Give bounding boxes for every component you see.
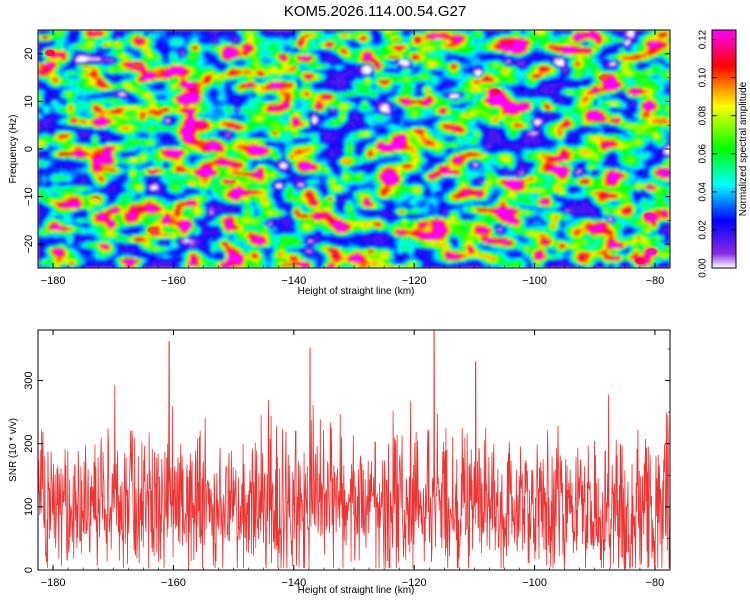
heatmap-hotspot [490, 88, 501, 96]
heatmap-x-tick-label: −100 [522, 275, 547, 287]
heatmap-hotspot [339, 157, 350, 165]
snr-x-tick-label: −140 [281, 577, 306, 589]
heatmap-x-tick-label: −160 [161, 275, 186, 287]
heatmap-hotspot [147, 226, 158, 234]
snr-y-ticks: 0 100 200 300 [23, 348, 670, 573]
snr-x-axis-label: Height of straight line (km) [298, 585, 415, 596]
figure-title: KOM5.2026.114.00.54.G27 [284, 3, 466, 20]
snr-x-tick-label: −80 [646, 577, 665, 589]
heatmap-y-tick-label: −20 [23, 235, 35, 254]
heatmap-y-tick-label: −10 [23, 187, 35, 206]
heatmap-hotspot [598, 74, 609, 81]
heatmap-panel: −180 −160 −140 −120 −100 −80 20 10 0 −10 −20 Heig… [8, 29, 671, 297]
spectrogram-heatmap [38, 30, 670, 268]
heatmap-y-ticks: 20 10 0 −10 −20 [23, 29, 670, 269]
heatmap-y-tick-label: 0 [23, 146, 35, 152]
heatmap-hotspot [45, 49, 56, 57]
colorbar-tick-label: 0.04 [698, 182, 709, 202]
heatmap-x-tick-label: −80 [646, 275, 665, 287]
colorbar-label: Normalized spectral amplitude [738, 81, 749, 216]
heatmap-hotspot [132, 62, 143, 69]
snr-y-tick-label: 0 [23, 567, 35, 573]
heatmap-x-tick-label: −180 [41, 275, 66, 287]
snr-y-tick-label: 200 [23, 435, 35, 453]
snr-x-tick-label: −180 [41, 577, 66, 589]
colorbar-ticks: 0.00 0.02 0.04 0.06 0.08 0.10 0.12 [698, 29, 736, 278]
colorbar-tick-label: 0.10 [698, 67, 709, 87]
colorbar-tick-label: 0.08 [698, 106, 709, 126]
heatmap-x-tick-label: −120 [402, 275, 427, 287]
snr-x-ticks: −180 −160 −140 −120 −100 −80 [37, 330, 671, 589]
heatmap-hotspot [634, 257, 645, 265]
colorbar-tick-label: 0.06 [698, 144, 709, 164]
heatmap-hotspot [90, 198, 101, 205]
heatmap-y-axis-label: Frequency (Hz) [8, 115, 19, 184]
heatmap-hotspot [646, 248, 657, 255]
colorbar-tick-label: 0.02 [698, 220, 709, 240]
snr-series-line [38, 330, 670, 569]
colorbar-tick-label: 0.00 [698, 258, 709, 278]
snr-x-tick-label: −100 [522, 577, 547, 589]
heatmap-hotspots [45, 49, 657, 265]
snr-y-axis-label: SNR (10 * v/v) [8, 418, 19, 482]
heatmap-y-tick-label: 10 [23, 95, 35, 107]
snr-x-tick-label: −120 [402, 577, 427, 589]
snr-peaks [168, 330, 477, 482]
heatmap-y-tick-label: 20 [23, 48, 35, 60]
snr-y-tick-label: 100 [23, 498, 35, 516]
snr-panel: −180 −160 −140 −120 −100 −80 0 100 200 300 Heigh… [8, 329, 671, 596]
snr-x-tick-label: −160 [161, 577, 186, 589]
colorbar-gradient [711, 29, 737, 269]
heatmap-x-ticks: −180 −160 −140 −120 −100 −80 [37, 30, 671, 287]
heatmap-hotspot [643, 212, 654, 219]
colorbar: 0.00 0.02 0.04 0.06 0.08 0.10 0.12 Normalized … [698, 29, 749, 277]
snr-y-tick-label: 300 [23, 371, 35, 389]
heatmap-x-tick-label: −140 [281, 275, 306, 287]
heatmap-x-axis-label: Height of straight line (km) [298, 286, 415, 297]
colorbar-tick-label: 0.12 [698, 29, 709, 49]
